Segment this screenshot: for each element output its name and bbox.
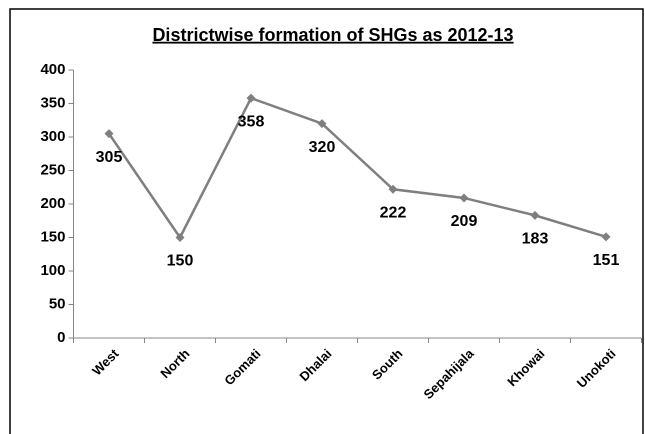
line — [107, 96, 607, 240]
y-tick-label: 0 — [57, 329, 65, 346]
marker — [175, 233, 185, 242]
data-label: 183 — [522, 231, 549, 248]
chart-title: Districtwise formation of SHGs as 2012-1… — [152, 25, 513, 45]
data-label: 222 — [380, 204, 407, 221]
x-tick-label: Gomati — [221, 346, 263, 388]
y-tick-label: 150 — [40, 228, 65, 245]
data-label: 358 — [238, 113, 265, 130]
y-tick-label: 400 — [40, 61, 65, 78]
y-tick-label: 250 — [40, 161, 65, 178]
marker — [530, 210, 540, 220]
marker — [459, 193, 469, 203]
y-tick-label: 200 — [40, 195, 65, 212]
x-tick-label: South — [369, 346, 406, 383]
x-tick-label: Unokoti — [574, 346, 619, 391]
y-tick-label: 50 — [49, 295, 66, 312]
x-tick-label: Khowai — [504, 346, 547, 389]
marker — [317, 119, 327, 129]
x-tick-label: Dhalai — [296, 346, 334, 384]
marker — [246, 93, 256, 103]
marker — [601, 232, 611, 242]
data-label: 320 — [309, 139, 336, 156]
y-tick-label: 350 — [40, 94, 65, 111]
x-tick-label: North — [157, 346, 192, 381]
x-tick-label: West — [89, 345, 122, 378]
marker — [388, 184, 398, 194]
data-label: 150 — [167, 253, 194, 270]
data-label: 209 — [451, 213, 478, 230]
y-tick-label: 100 — [40, 262, 65, 279]
marker — [104, 129, 114, 139]
data-label: 151 — [593, 252, 620, 269]
chart-border — [9, 8, 644, 434]
data-label: 305 — [96, 149, 123, 166]
y-tick-label: 300 — [40, 128, 65, 145]
x-tick-label: Sepahijala — [420, 345, 477, 402]
